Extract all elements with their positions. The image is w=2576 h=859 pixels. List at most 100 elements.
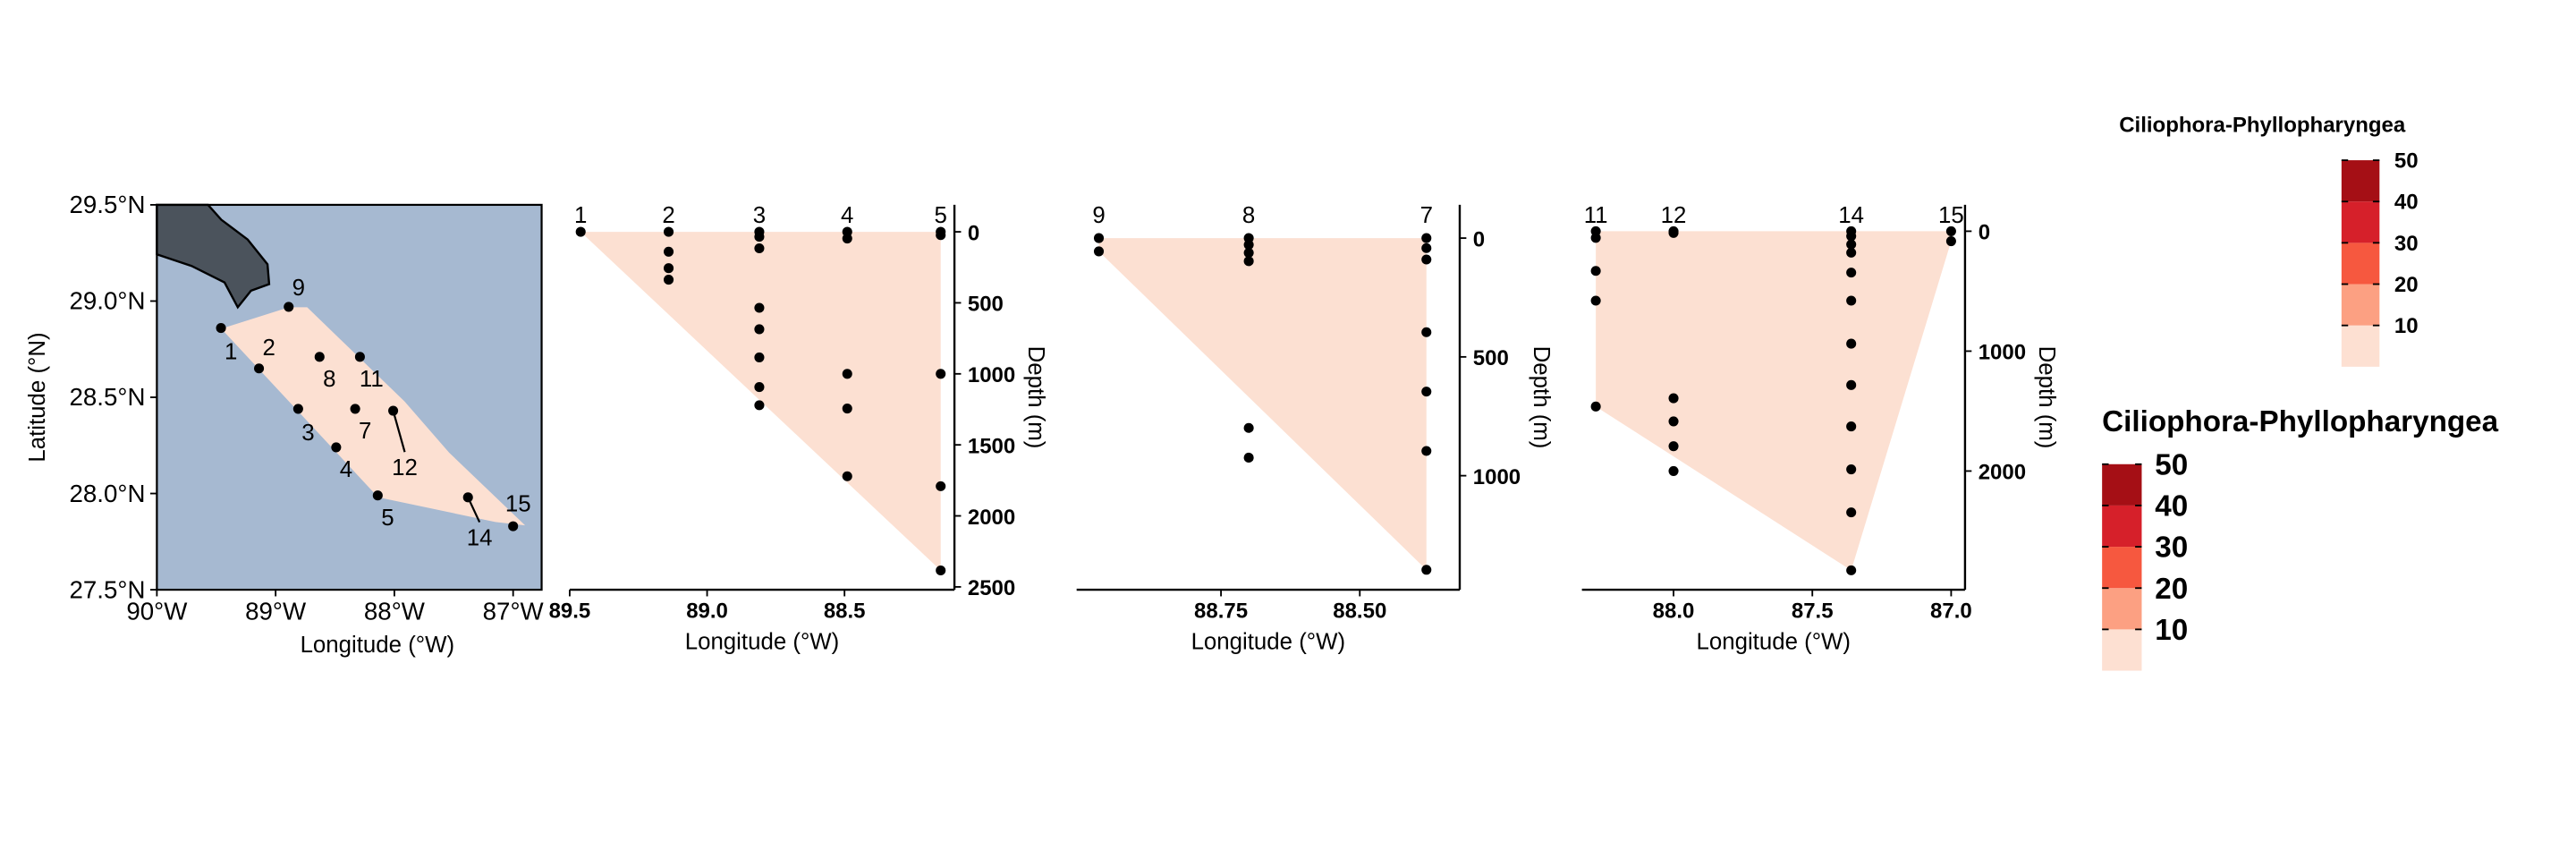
sample-point: [754, 400, 765, 411]
x-tick-label: 88°W: [364, 597, 426, 625]
sample-point: [1846, 464, 1857, 475]
y-tick-label: 500: [968, 293, 1004, 317]
station-label: 14: [467, 525, 493, 550]
sample-point: [1945, 225, 1956, 236]
sample-point: [1846, 379, 1857, 390]
sample-point: [1846, 565, 1857, 575]
x-tick-label: 90°W: [126, 597, 188, 625]
sample-point: [936, 369, 946, 379]
sample-point: [1846, 239, 1857, 250]
sample-point: [1590, 401, 1601, 412]
survey-area: [221, 307, 526, 526]
sample-point: [1668, 441, 1679, 452]
x-axis-title: Longitude (°W): [301, 633, 455, 658]
x-tick-label: 87.5: [1792, 599, 1834, 623]
station-label: 9: [292, 276, 305, 301]
sample-point: [1243, 452, 1254, 463]
y-tick-label: 1000: [968, 363, 1015, 387]
station-point: [350, 404, 360, 414]
sample-point: [754, 382, 765, 393]
x-tick-label: 87°W: [483, 597, 545, 625]
legend-label: 20: [2155, 573, 2188, 606]
sample-point: [754, 302, 765, 313]
legend-swatch: [2341, 242, 2380, 285]
legend-label: 40: [2155, 490, 2188, 523]
sample-point: [842, 369, 852, 379]
x-tick-label: 88.75: [1194, 599, 1248, 623]
y-axis-title: Depth (m): [1529, 346, 1554, 449]
sample-point: [842, 471, 852, 481]
station-point: [216, 323, 226, 334]
sample-point: [1243, 422, 1254, 433]
legend-label: 40: [2394, 191, 2419, 215]
x-tick-label: 88.0: [1653, 599, 1695, 623]
sample-point: [936, 481, 946, 491]
y-tick-label: 2000: [968, 506, 1015, 530]
y-tick-label: 28.5°N: [69, 383, 145, 411]
station-point: [388, 405, 399, 416]
legend-title: Ciliophora-Phyllopharyngea: [2119, 114, 2406, 138]
legend-swatch: [2102, 464, 2142, 506]
sample-point: [1421, 327, 1432, 337]
sample-point: [1093, 233, 1105, 243]
legend-label: 20: [2394, 273, 2419, 297]
sample-point: [663, 263, 674, 274]
y-tick-label: 0: [968, 221, 979, 245]
sample-point: [1421, 387, 1432, 397]
x-axis-title: Longitude (°W): [1191, 630, 1346, 655]
y-axis-title: Depth (m): [2034, 346, 2059, 449]
legend-label: 10: [2394, 314, 2419, 338]
station-label: 15: [1938, 203, 1964, 228]
x-tick-label: 87.0: [1930, 599, 1972, 623]
sample-point: [1846, 507, 1857, 518]
y-tick-label: 0: [1979, 221, 1990, 245]
sample-point: [1590, 295, 1601, 306]
sample-point: [1668, 227, 1679, 238]
station-label: 1: [574, 203, 587, 228]
station-label: 3: [301, 421, 314, 446]
station-label: 15: [505, 491, 531, 516]
sample-point: [1590, 266, 1601, 276]
sample-point: [1846, 295, 1857, 306]
sample-point: [842, 404, 852, 414]
station-label: 9: [1092, 203, 1105, 228]
station-point: [354, 352, 365, 362]
station-label: 14: [1838, 203, 1864, 228]
station-label: 11: [360, 367, 384, 392]
sample-point: [1590, 233, 1601, 243]
sample-point: [1243, 248, 1254, 259]
y-tick-label: 28.0°N: [69, 480, 145, 507]
sample-point: [1846, 247, 1857, 258]
sample-point: [754, 352, 765, 362]
sample-point: [1846, 268, 1857, 278]
sample-point: [575, 226, 586, 237]
station-label: 11: [1584, 203, 1608, 228]
station-label: 12: [1661, 203, 1687, 228]
x-tick-label: 89.0: [686, 599, 728, 623]
y-tick-label: 2000: [1979, 461, 2026, 485]
station-point: [462, 492, 473, 503]
legend-title: Ciliophora-Phyllopharyngea: [2102, 405, 2498, 438]
abundance-field: [1596, 231, 1952, 571]
legend-swatch: [2341, 201, 2380, 243]
legend-label: 50: [2394, 149, 2419, 173]
land: [156, 203, 271, 310]
sample-point: [936, 565, 946, 576]
station-label: 5: [381, 506, 394, 531]
sample-point: [663, 275, 674, 285]
legend-swatch: [2341, 284, 2380, 326]
y-tick-label: 29.5°N: [69, 191, 145, 218]
station-point: [331, 442, 342, 453]
sample-point: [1243, 256, 1254, 267]
legend-label: 30: [2155, 532, 2188, 565]
sample-point: [1421, 233, 1432, 243]
sample-point: [1668, 393, 1679, 404]
station-label: 8: [323, 367, 335, 392]
y-tick-label: 1000: [1979, 341, 2026, 365]
sample-point: [1846, 231, 1857, 242]
legend-swatch: [2102, 629, 2142, 671]
y-tick-label: 1500: [968, 434, 1015, 458]
station-point: [254, 363, 265, 374]
